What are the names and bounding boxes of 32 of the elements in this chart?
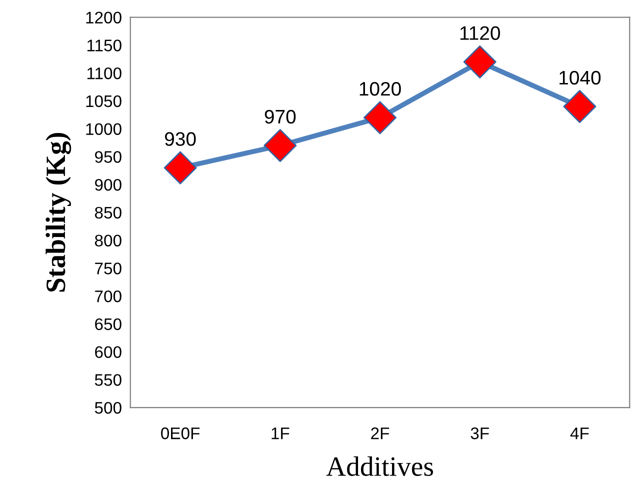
- y-tick-label: 1000: [86, 123, 122, 135]
- x-tick-label: 2F: [371, 427, 390, 440]
- point: [164, 151, 197, 184]
- data-label: 1120: [460, 26, 500, 40]
- y-tick-label: 600: [95, 346, 122, 358]
- y-tick-label: 500: [94, 402, 122, 414]
- y-tick-label: 950: [95, 151, 122, 163]
- y-axis-title: Stability (Kg): [46, 133, 72, 292]
- data-label: 1020: [360, 82, 401, 96]
- y-tick-label: 650: [95, 318, 122, 330]
- y-tick-label: 700: [95, 290, 122, 302]
- point: [463, 45, 496, 78]
- point: [363, 101, 397, 134]
- y-tick-label: 1050: [86, 95, 122, 108]
- y-tick-label: 1200: [86, 12, 122, 24]
- y-tick-label: 900: [95, 178, 122, 191]
- data-label: 1040: [560, 70, 601, 85]
- x-tick-label: 4F: [570, 428, 589, 440]
- y-tick-label: 850: [94, 206, 122, 219]
- y-tick-label: 800: [94, 234, 122, 246]
- y-tick-label: 1150: [87, 40, 122, 52]
- y-tick-label: 550: [94, 374, 122, 386]
- data-label: 970: [264, 110, 296, 124]
- x-tick-label: 3F: [470, 427, 489, 440]
- data-label: 930: [165, 132, 196, 146]
- point: [264, 128, 297, 162]
- x-tick-label: 0E0F: [161, 427, 200, 440]
- y-tick-label: 1100: [87, 67, 122, 80]
- y-tick-label: 750: [95, 262, 122, 274]
- x-tick-label: 1F: [272, 428, 290, 440]
- point: [563, 90, 596, 124]
- x-axis-title: Additives: [326, 456, 434, 476]
